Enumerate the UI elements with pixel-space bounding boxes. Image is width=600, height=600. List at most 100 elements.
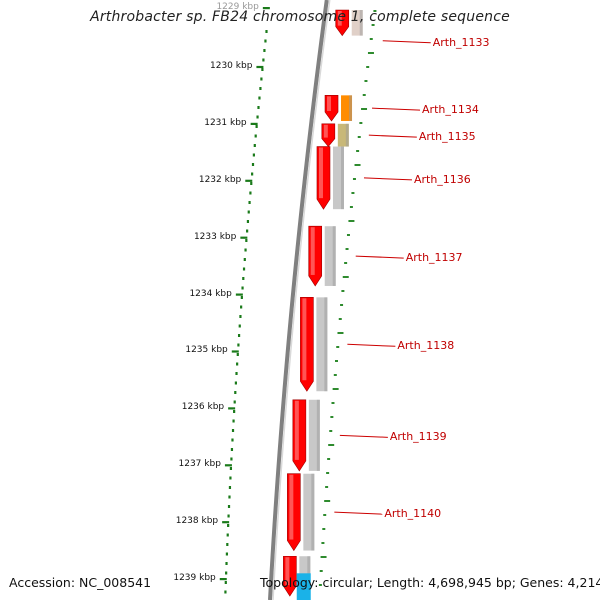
feature-tick — [332, 388, 339, 390]
ruler-dot — [244, 248, 247, 252]
gene-arrow-highlight — [310, 227, 315, 275]
gene-label: Arth_1135 — [418, 130, 476, 144]
gene-leader-line — [371, 107, 421, 111]
cog-box — [316, 297, 328, 392]
ruler-tick — [256, 65, 264, 69]
cog-box-shade — [349, 95, 353, 121]
ruler-dot — [240, 305, 243, 309]
ruler-dot — [246, 220, 250, 223]
feature-tick — [321, 542, 325, 544]
cog-box — [332, 146, 344, 210]
ruler-dot — [264, 39, 267, 43]
ruler-tick-label: 1230 kbp — [210, 60, 253, 71]
cog-box-shade — [359, 10, 363, 36]
feature-tick — [371, 24, 375, 26]
ruler-dot — [242, 267, 246, 271]
ruler-dot — [241, 286, 244, 290]
accession-text: Accession: NC_008541 — [9, 575, 152, 590]
backbone-highlight — [272, 0, 331, 600]
feature-tick — [357, 136, 361, 138]
ruler-tick — [222, 521, 230, 524]
feature-tick — [326, 472, 330, 474]
ruler-dot — [248, 201, 251, 204]
feature-tick — [325, 486, 329, 488]
ruler-dot — [234, 381, 237, 385]
ruler-dot — [259, 87, 262, 90]
feature-tick — [319, 570, 323, 572]
feature-tick — [349, 206, 353, 208]
ruler-dot — [260, 77, 263, 81]
feature-tick — [330, 416, 334, 418]
ruler-dot — [227, 524, 230, 527]
ruler-tick-label: 1239 kbp — [173, 573, 216, 583]
ruler-dot — [231, 438, 234, 442]
feature-tick — [359, 122, 363, 124]
ruler-tick — [219, 578, 227, 581]
ruler-dot — [251, 163, 255, 166]
ruler-dot — [262, 58, 265, 62]
feature-tick — [352, 178, 356, 180]
summary-text: Topology: circular; Length: 4,698,945 bp… — [260, 575, 600, 590]
ruler-dot — [243, 258, 246, 261]
gene-arrow-highlight — [294, 400, 299, 460]
gene-label: Arth_1136 — [413, 172, 471, 186]
ruler-tick — [231, 350, 239, 353]
ruler-dot — [257, 106, 260, 109]
feature-tick — [329, 430, 333, 432]
gene-label: Arth_1139 — [389, 430, 447, 444]
gene-arrow — [324, 95, 339, 122]
ruler-dot — [258, 96, 261, 100]
cog-box-shade — [332, 226, 336, 286]
feature-tick — [373, 10, 377, 12]
gene-label: Arth_1133 — [432, 35, 490, 49]
ruler-dot — [226, 543, 229, 546]
cog-box-shade — [345, 123, 349, 147]
ruler-dot — [247, 210, 250, 214]
ruler-tick-label: 1238 kbp — [175, 516, 219, 527]
cog-box — [303, 473, 315, 551]
ruler-dot — [230, 457, 233, 461]
ruler-dot — [226, 533, 229, 537]
ruler-dot — [225, 571, 228, 575]
map-title: Arthrobacter sp. FB24 chromosome 1, comp… — [90, 9, 510, 25]
feature-tick — [369, 38, 373, 40]
gene-arrow — [316, 146, 331, 210]
gene-arrow-highlight — [337, 11, 342, 26]
feature-tick — [364, 80, 368, 82]
gene-arrow-highlight — [318, 147, 323, 199]
ruler-dot — [236, 353, 239, 356]
gene-leader-line — [347, 343, 396, 347]
feature-tick — [356, 150, 360, 152]
ruler-tick — [245, 179, 253, 182]
ruler-dot — [232, 419, 235, 423]
ruler-dot — [229, 476, 232, 480]
gene-leader-line — [355, 255, 404, 259]
ruler-tick-label: 1235 kbp — [185, 345, 228, 356]
gene-arrow — [292, 399, 307, 472]
ruler-tick — [228, 407, 236, 410]
ruler-dot — [229, 467, 233, 470]
ruler-dot — [245, 239, 248, 242]
ruler-dot — [254, 134, 257, 138]
ruler-dot — [224, 581, 227, 584]
ruler-dot — [233, 410, 236, 413]
feature-tick — [318, 584, 322, 586]
ruler-dot — [253, 144, 256, 147]
ruler-tick-label: 1233 kbp — [193, 231, 237, 242]
ruler-dot — [225, 552, 229, 556]
gene-arrow-highlight — [327, 96, 332, 111]
ruler-tick-label: 1231 kbp — [204, 117, 247, 128]
cog-box — [324, 226, 336, 286]
backbone-outer — [268, 0, 329, 600]
feature-tick — [348, 220, 355, 222]
ruler-dot — [240, 296, 243, 299]
gene-leader-line — [334, 511, 383, 515]
feature-tick — [367, 52, 374, 54]
ruler-tick-label: 1234 kbp — [189, 288, 232, 299]
feature-tick — [345, 248, 349, 250]
feature-tick — [331, 402, 335, 404]
gene-arrow — [287, 473, 301, 552]
ruler-tick-label: 1237 kbp — [178, 459, 221, 470]
gene-label: Arth_1140 — [384, 507, 442, 521]
ruler-tick-label: 1229 kbp — [216, 2, 259, 12]
